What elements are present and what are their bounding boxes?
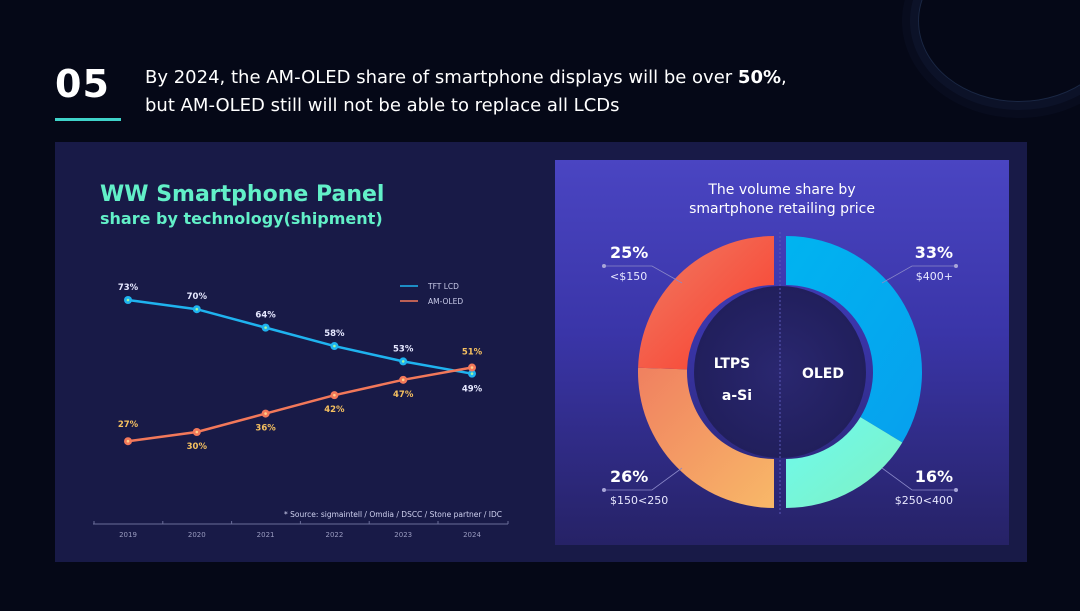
- slice-range-label: <$150: [610, 270, 647, 283]
- callout-dot: [954, 264, 958, 268]
- data-label: 70%: [187, 292, 208, 302]
- headline-line2: but AM-OLED still will not be able to re…: [145, 95, 620, 116]
- data-label: 53%: [393, 344, 414, 354]
- legend-label: AM-OLED: [428, 297, 463, 306]
- donut-title-line2: smartphone retailing price: [689, 201, 875, 217]
- x-tick-label: 2024: [463, 531, 481, 539]
- callout-line: [881, 265, 956, 284]
- data-point-core: [126, 298, 130, 302]
- data-label: 47%: [393, 390, 414, 400]
- data-point-core: [333, 393, 336, 397]
- x-tick-label: 2019: [119, 531, 137, 539]
- slice-percent-label: 26%: [610, 467, 648, 486]
- data-label: 27%: [118, 420, 139, 430]
- section-number: 05: [55, 62, 110, 106]
- data-point-core: [264, 326, 267, 329]
- x-tick-label: 2020: [188, 531, 206, 539]
- data-label: 49%: [462, 385, 483, 395]
- data-label: 42%: [324, 405, 345, 415]
- data-point-core: [195, 307, 199, 311]
- callout-dot: [602, 264, 606, 268]
- callout-line: [881, 467, 956, 491]
- series-line-amoled: [127, 366, 473, 443]
- headline-bold: 50%: [737, 67, 782, 88]
- slice-range-label: $150<250: [610, 494, 668, 507]
- data-point-core: [195, 430, 199, 434]
- callout-line: [604, 467, 683, 491]
- headline: By 2024, the AM-OLED share of smartphone…: [145, 64, 787, 120]
- slice-percent-label: 16%: [915, 467, 953, 486]
- data-label: 30%: [187, 442, 208, 452]
- callout-dot: [602, 488, 606, 492]
- center-label-asi: a-Si: [722, 388, 752, 404]
- slice-range-label: $400+: [916, 270, 953, 283]
- data-label: 73%: [118, 283, 139, 293]
- headline-text: By 2024, the AM-OLED share of smartphone…: [145, 67, 738, 88]
- slice-percent-label: 25%: [610, 243, 648, 262]
- data-point-core: [470, 372, 474, 375]
- data-point-core: [126, 439, 130, 443]
- donut-slice--400-: [786, 236, 922, 443]
- line-chart-subtitle: share by technology(shipment): [100, 209, 383, 228]
- x-tick-label: 2022: [325, 531, 343, 539]
- donut-title-line1: The volume share by: [708, 182, 856, 198]
- donut-slice--150: [638, 236, 774, 370]
- x-tick-label: 2023: [394, 531, 412, 539]
- center-label-oled: OLED: [802, 366, 844, 382]
- legend-label: TFT LCD: [427, 282, 459, 291]
- data-label: 58%: [324, 329, 345, 339]
- headline-punct: ,: [781, 67, 787, 88]
- data-point-core: [264, 412, 267, 415]
- series-line-tft-lcd: [127, 298, 473, 375]
- slice-range-label: $250<400: [895, 494, 953, 507]
- data-point-core: [401, 360, 405, 363]
- donut-slice--150-250: [638, 367, 774, 508]
- donut-slice--250-400: [786, 417, 903, 508]
- data-point-core: [333, 344, 336, 348]
- donut-title: The volume share by smartphone retailing…: [555, 181, 1009, 219]
- slice-percent-label: 33%: [915, 243, 953, 262]
- data-label: 36%: [255, 424, 276, 434]
- callout-dot: [954, 488, 958, 492]
- data-label: 64%: [255, 311, 276, 321]
- data-point-core: [470, 366, 474, 369]
- data-label: 51%: [462, 348, 483, 358]
- data-point-core: [401, 378, 405, 382]
- center-label-ltps: LTPS: [714, 356, 751, 372]
- x-tick-label: 2021: [257, 531, 275, 539]
- line-chart-title: WW Smartphone Panel: [100, 182, 385, 207]
- section-underline: [55, 118, 121, 121]
- source-note: * Source: sigmaintell / Omdia / DSCC / S…: [284, 510, 502, 519]
- callout-line: [604, 265, 683, 284]
